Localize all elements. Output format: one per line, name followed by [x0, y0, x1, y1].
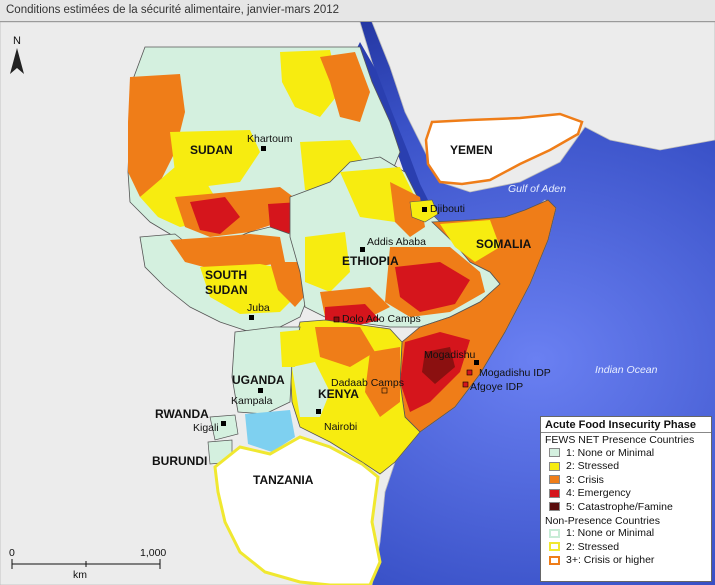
legend-nonpresence-swatch — [549, 555, 560, 565]
ethiopia-stressed-west — [305, 232, 350, 292]
legend-presence-item: 2: Stressed — [541, 460, 711, 474]
north-arrow: N — [10, 35, 24, 74]
label-kampala: Kampala — [231, 395, 273, 407]
city-dadaab: Dadaab Camps — [331, 377, 404, 394]
tanzania-region — [213, 435, 382, 585]
city-dolo: Dolo Ado Camps — [333, 313, 421, 325]
legend-nonpresence-list: 1: None or Minimal 2: Stressed 3+: Crisis … — [541, 527, 711, 568]
legend-presence-label: 4: Emergency — [566, 487, 631, 500]
label-rwanda: RWANDA — [155, 407, 209, 421]
food-security-map: SUDAN SOUTH SUDAN ETHIOPIA SOMALIA KENYA… — [0, 22, 715, 585]
sudan-emergency-south — [190, 197, 240, 234]
scale-max: 1,000 — [140, 547, 166, 559]
legend-nonpresence-label: 2: Stressed — [566, 540, 620, 553]
label-somalia: SOMALIA — [476, 237, 532, 251]
scale-bar: 0 1,000 km — [9, 547, 166, 581]
label-mogadishu: Mogadishu — [424, 349, 476, 361]
label-south-sudan-line1: SOUTH — [205, 268, 247, 282]
south-sudan-crisis-north — [170, 234, 285, 270]
label-indian-ocean: Indian Ocean — [595, 364, 658, 376]
legend-presence-swatch — [549, 488, 560, 498]
red-sea — [356, 42, 428, 202]
scale-zero: 0 — [9, 547, 15, 559]
label-burundi: BURUNDI — [152, 454, 207, 468]
legend-presence-label: 1: None or Minimal — [566, 446, 655, 459]
lake-victoria — [245, 410, 295, 452]
sudan-crisis-east — [320, 52, 370, 122]
city-kigali: Kigali — [193, 421, 226, 434]
legend-presence-item: 5: Catastrophe/Famine — [541, 500, 711, 514]
label-yemen: YEMEN — [450, 143, 493, 157]
label-dolo: Dolo Ado Camps — [342, 313, 421, 325]
label-juba: Juba — [247, 302, 270, 314]
legend: Acute Food Insecurity Phase FEWS NET Pre… — [540, 416, 712, 582]
label-mogadishu-idp: Mogadishu IDP — [479, 367, 551, 379]
city-afgoye: Afgoye IDP — [462, 381, 523, 393]
sudan-stressed-center — [170, 130, 260, 187]
uganda-stressed-karamoja — [280, 330, 300, 367]
label-khartoum: Khartoum — [247, 133, 293, 145]
legend-presence-list: 1: None or Minimal 2: Stressed 3: Crisis 4:… — [541, 446, 711, 514]
label-uganda: UGANDA — [232, 373, 285, 387]
legend-nonpresence-swatch — [549, 528, 560, 538]
city-juba: Juba — [247, 302, 270, 320]
label-kenya: KENYA — [318, 387, 359, 401]
legend-title: Acute Food Insecurity Phase — [541, 417, 711, 433]
north-arrow-label: N — [13, 35, 21, 47]
legend-presence-label: 3: Crisis — [566, 473, 604, 486]
city-addis: Addis Ababa — [360, 236, 426, 252]
legend-nonpresence-item: 3+: Crisis or higher — [541, 554, 711, 568]
city-mogadishu-idp: Mogadishu IDP — [466, 367, 551, 379]
title-bar: Conditions estimées de la sécurité alime… — [0, 0, 715, 22]
legend-presence-swatch — [549, 502, 560, 512]
somalia-famine-shabelle — [422, 347, 455, 384]
label-dadaab: Dadaab Camps — [331, 377, 404, 389]
rwanda-region — [209, 414, 239, 441]
scale-unit: km — [73, 569, 87, 581]
label-kigali: Kigali — [193, 422, 219, 434]
label-tanzania: TANZANIA — [253, 473, 314, 487]
legend-nonpresence-label: 1: None or Minimal — [566, 527, 655, 540]
legend-presence-item: 4: Emergency — [541, 487, 711, 501]
legend-presence-label: 2: Stressed — [566, 460, 620, 473]
legend-presence-swatch — [549, 475, 560, 485]
kenya-phase1-west — [292, 362, 330, 417]
label-afgoye: Afgoye IDP — [470, 381, 523, 393]
city-khartoum: Khartoum — [247, 133, 293, 151]
somalia-stressed-north — [440, 220, 500, 262]
label-ethiopia: ETHIOPIA — [342, 254, 399, 268]
legend-nonpresence-item: 2: Stressed — [541, 540, 711, 554]
city-nairobi: Nairobi — [316, 409, 357, 433]
legend-presence-swatch — [549, 461, 560, 471]
legend-presence-swatch — [549, 448, 560, 458]
legend-presence-heading: FEWS NET Presence Countries — [545, 434, 695, 446]
city-djibouti: Djibouti — [422, 203, 465, 215]
label-south-sudan: SOUTH SUDAN — [205, 268, 250, 297]
legend-nonpresence-item: 1: None or Minimal — [541, 527, 711, 541]
legend-presence-item: 1: None or Minimal — [541, 446, 711, 460]
sudan-crisis-west — [128, 74, 185, 197]
label-gulf-aden: Gulf of Aden — [508, 183, 566, 195]
label-sudan: SUDAN — [190, 143, 233, 157]
north-arrow-icon — [10, 48, 24, 74]
label-nairobi: Nairobi — [324, 421, 357, 433]
label-djibouti: Djibouti — [430, 203, 465, 215]
legend-nonpresence-swatch — [549, 542, 560, 552]
kenya-crisis-east — [365, 347, 400, 417]
city-kampala: Kampala — [231, 388, 273, 407]
legend-nonpresence-label: 3+: Crisis or higher — [566, 554, 655, 567]
city-mogadishu: Mogadishu — [424, 349, 479, 365]
label-addis: Addis Ababa — [367, 236, 426, 248]
yemen-region — [424, 112, 584, 186]
legend-presence-item: 3: Crisis — [541, 473, 711, 487]
ethiopia-emergency-somali — [395, 262, 470, 312]
legend-presence-label: 5: Catastrophe/Famine — [566, 500, 673, 513]
legend-nonpresence-heading: Non-Presence Countries — [545, 514, 660, 527]
map-title: Conditions estimées de la sécurité alime… — [6, 4, 340, 16]
label-south-sudan-line2: SUDAN — [205, 283, 248, 297]
kenya-crisis-north — [315, 327, 375, 367]
ethiopia-crisis-afar — [390, 182, 425, 237]
